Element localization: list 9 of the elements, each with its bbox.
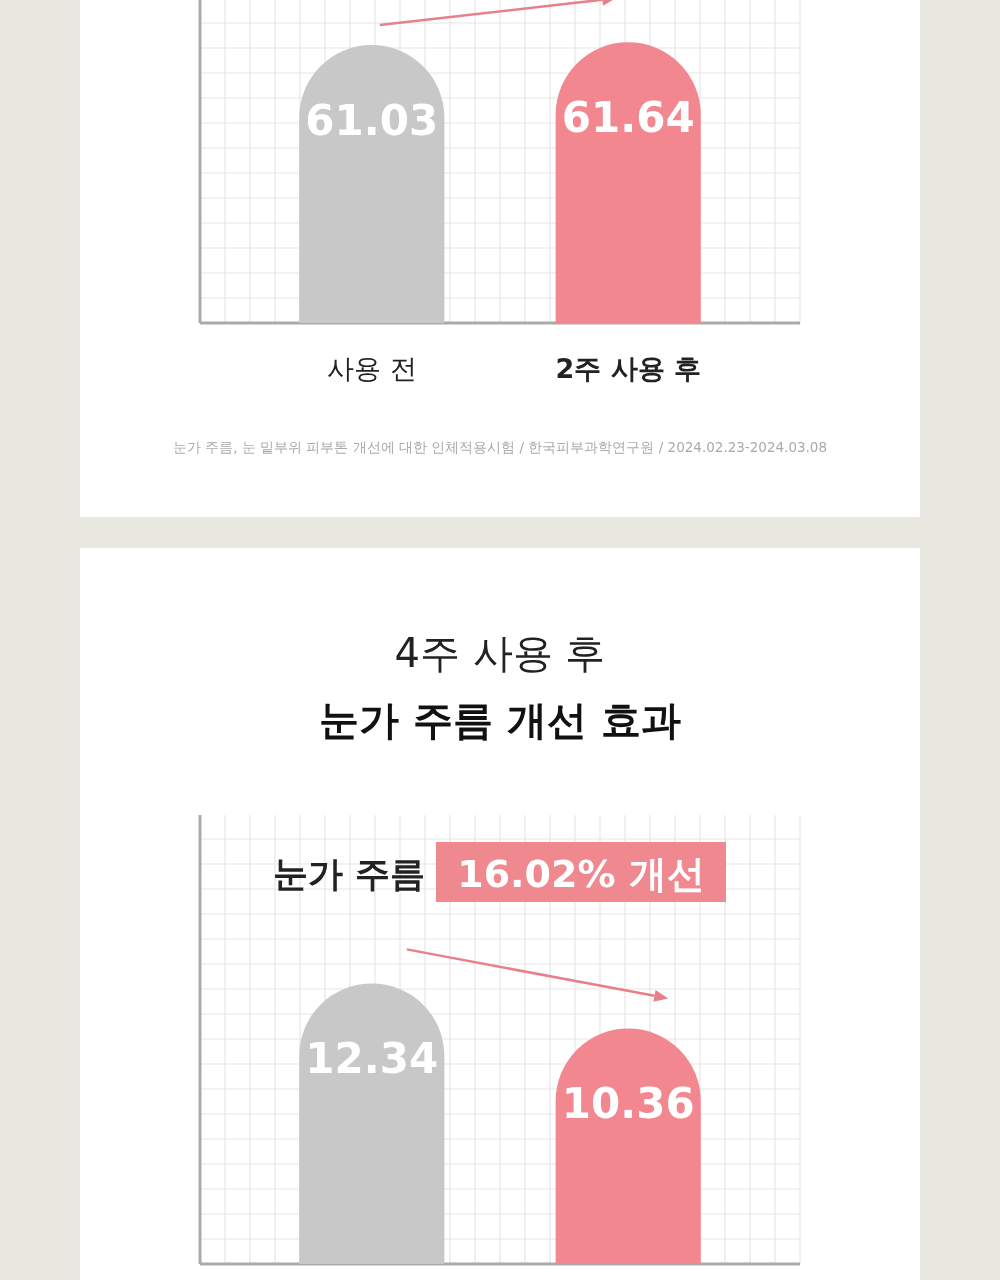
chart-title: 4주 사용 후 bbox=[394, 630, 606, 676]
data-label: 61.64 bbox=[561, 93, 695, 143]
data-label: 10.36 bbox=[561, 1079, 695, 1129]
x-tick-label: 2주 사용 후 bbox=[555, 353, 701, 384]
chart-subtitle: 눈가 주름 개선 효과 bbox=[319, 697, 681, 743]
text: 눈가 주름 bbox=[272, 854, 425, 894]
text: 눈가 주름, 눈 밑부위 피부톤 개선에 대한 인체적용시험 / 한국피부과학연구원 / 2024.02.23-2024.03.08 bbox=[172, 439, 828, 455]
text: 16.02% 개선 bbox=[457, 852, 705, 896]
x-tick-label: 사용 전 bbox=[327, 353, 417, 384]
